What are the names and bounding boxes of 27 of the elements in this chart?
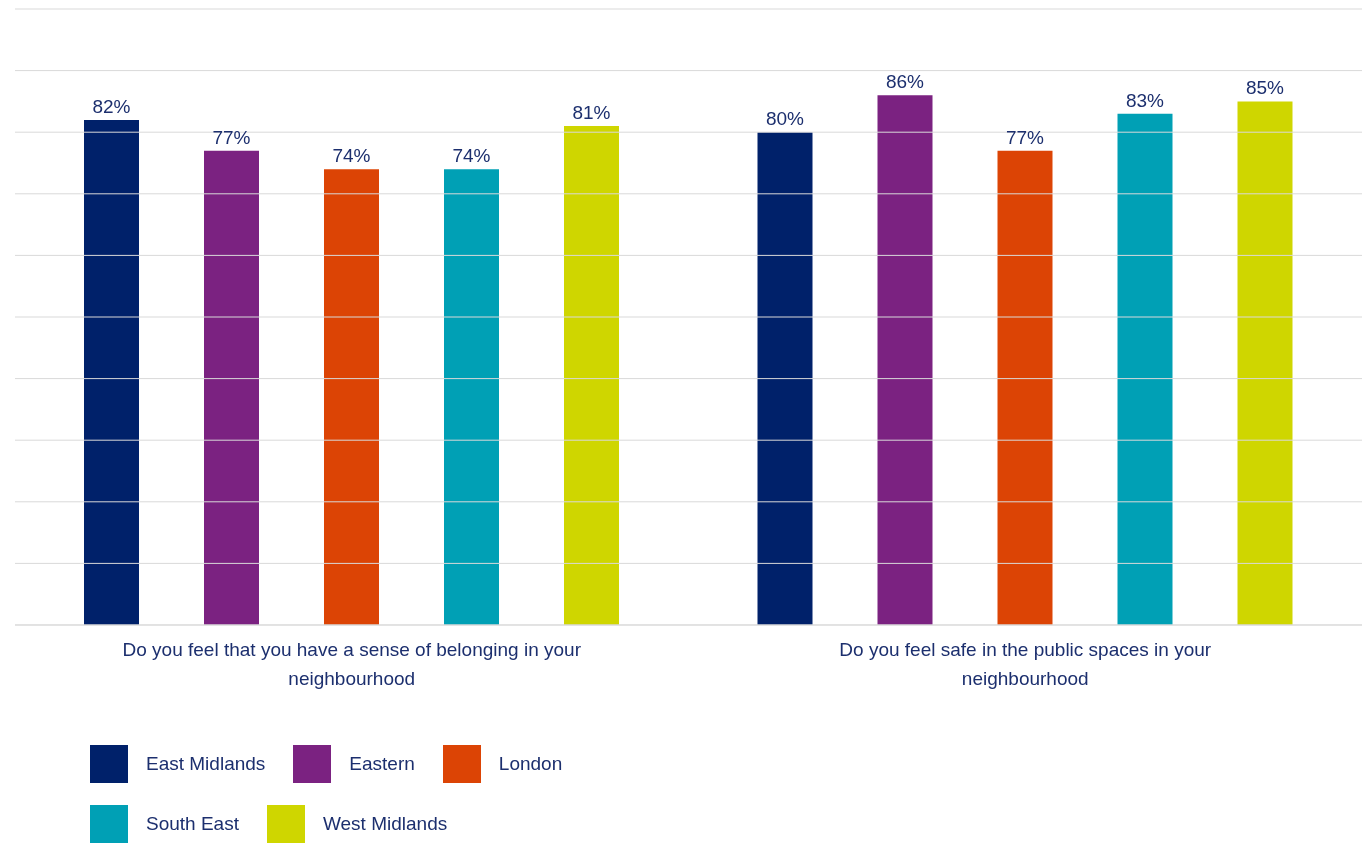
bar bbox=[757, 132, 813, 625]
bar bbox=[204, 150, 259, 625]
data-label: 77% bbox=[1005, 126, 1045, 148]
data-label: 86% bbox=[885, 71, 925, 93]
x-tick-label: Do you feel that you have a sense of belonging in your neighbourhood bbox=[122, 639, 582, 690]
data-label: 82% bbox=[92, 95, 131, 117]
legend-label: South East bbox=[146, 813, 239, 835]
data-label: 83% bbox=[1125, 89, 1165, 111]
legend-label: London bbox=[498, 753, 563, 775]
bar bbox=[444, 169, 499, 625]
data-label: 85% bbox=[1245, 77, 1285, 99]
bar bbox=[324, 169, 379, 625]
x-tick-label: Do you feel safe in the public spaces in your neighbourhood bbox=[839, 639, 1212, 690]
bar bbox=[997, 150, 1053, 625]
data-label: 74% bbox=[452, 145, 491, 167]
legend-label: Eastern bbox=[349, 753, 415, 775]
bar bbox=[1117, 113, 1173, 625]
data-label: 74% bbox=[332, 145, 371, 167]
bar bbox=[1237, 101, 1293, 625]
data-label: 77% bbox=[212, 126, 251, 148]
data-label: 81% bbox=[572, 102, 611, 124]
bar bbox=[564, 126, 619, 625]
bar bbox=[84, 119, 139, 625]
data-label: 80% bbox=[765, 108, 805, 130]
bar bbox=[877, 95, 933, 625]
legend-label: East Midlands bbox=[146, 753, 266, 775]
legend-label: West Midlands bbox=[322, 813, 448, 835]
